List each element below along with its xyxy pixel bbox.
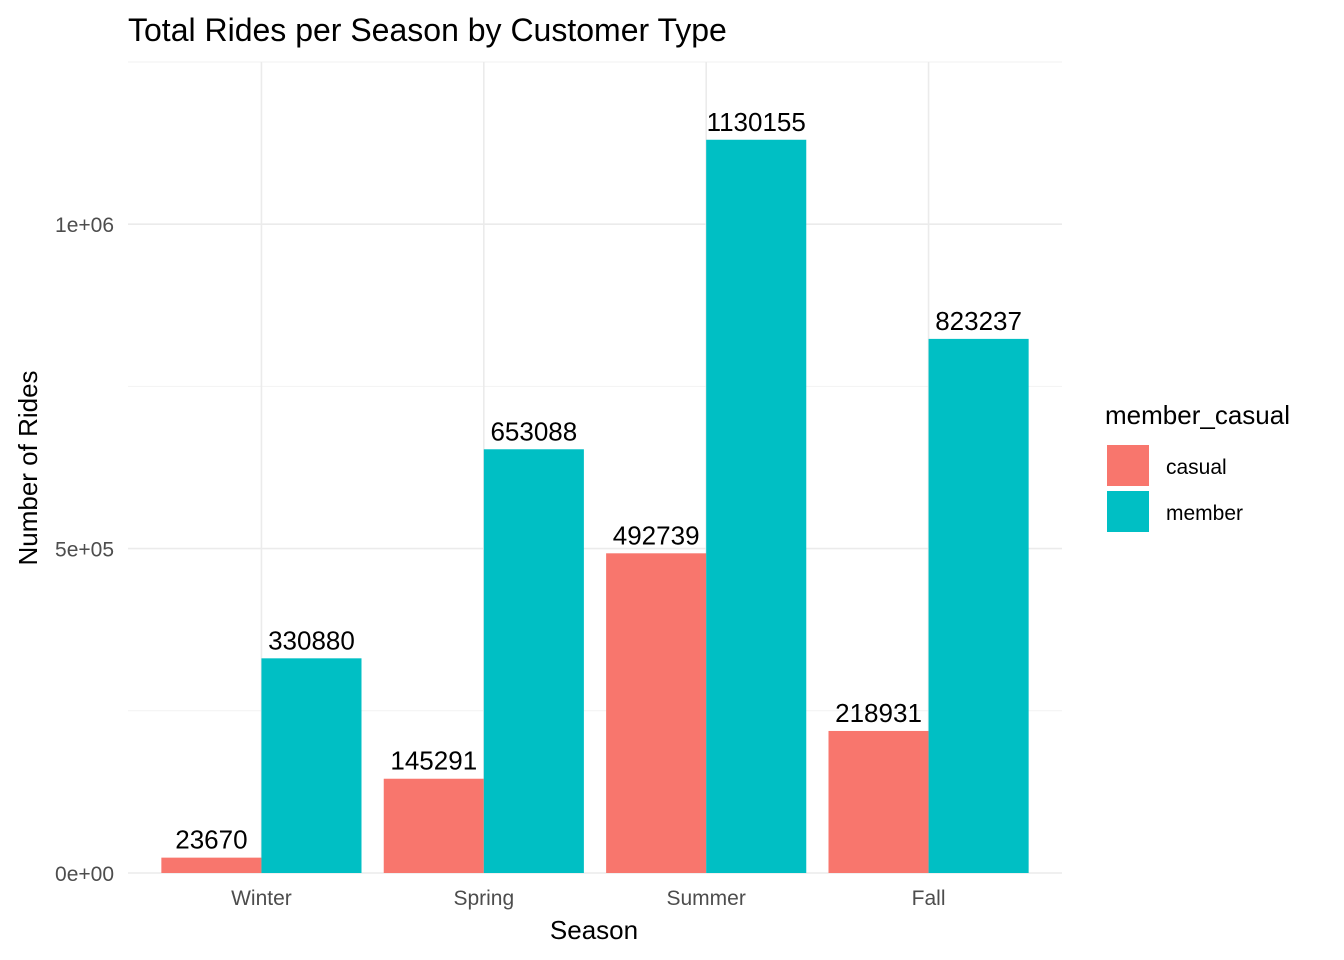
data-label-member-summer: 1130155 <box>707 107 806 137</box>
x-tick-label-winter: Winter <box>231 887 292 910</box>
x-axis-ticks: Winter Spring Summer Fall <box>231 887 945 910</box>
y-axis-ticks: 0e+00 5e+05 1e+06 <box>55 214 114 886</box>
bars <box>161 139 1029 874</box>
legend-items: casual member <box>1107 445 1243 532</box>
x-axis-title: Season <box>550 915 638 945</box>
bar-member-spring <box>483 449 584 873</box>
bar-member-summer <box>706 139 807 873</box>
bar-member-fall <box>928 338 1029 874</box>
chart-title: Total Rides per Season by Customer Type <box>128 12 727 48</box>
bar-casual-fall <box>828 730 929 873</box>
bar-casual-spring <box>383 778 484 873</box>
x-tick-label-fall: Fall <box>912 887 946 910</box>
legend-key-casual <box>1107 445 1149 486</box>
data-label-casual-winter: 23670 <box>175 825 247 855</box>
y-tick-label: 5e+05 <box>55 539 114 562</box>
bar-casual-summer <box>606 553 707 873</box>
legend-label-member: member <box>1166 502 1243 525</box>
data-label-casual-spring: 145291 <box>390 746 477 776</box>
data-label-member-fall: 823237 <box>935 306 1022 336</box>
data-label-casual-summer: 492739 <box>613 520 700 550</box>
bar-casual-winter <box>161 857 262 873</box>
data-label-casual-fall: 218931 <box>835 698 922 728</box>
y-tick-label: 1e+06 <box>55 214 114 237</box>
data-label-member-winter: 330880 <box>268 625 355 655</box>
legend-title: member_casual <box>1105 400 1290 430</box>
y-tick-label: 0e+00 <box>55 863 114 886</box>
legend-label-casual: casual <box>1166 456 1227 479</box>
legend-key-member <box>1107 491 1149 532</box>
x-tick-label-spring: Spring <box>453 887 514 910</box>
bar-data-labels: 23670 145291 492739 218931 330880 653088 11301… <box>175 107 1022 855</box>
legend: member_casual casual member <box>1105 400 1290 532</box>
x-tick-label-summer: Summer <box>667 887 746 910</box>
bar-member-winter <box>261 658 362 873</box>
data-label-member-spring: 653088 <box>490 416 577 446</box>
y-axis-title: Number of Rides <box>13 370 43 565</box>
